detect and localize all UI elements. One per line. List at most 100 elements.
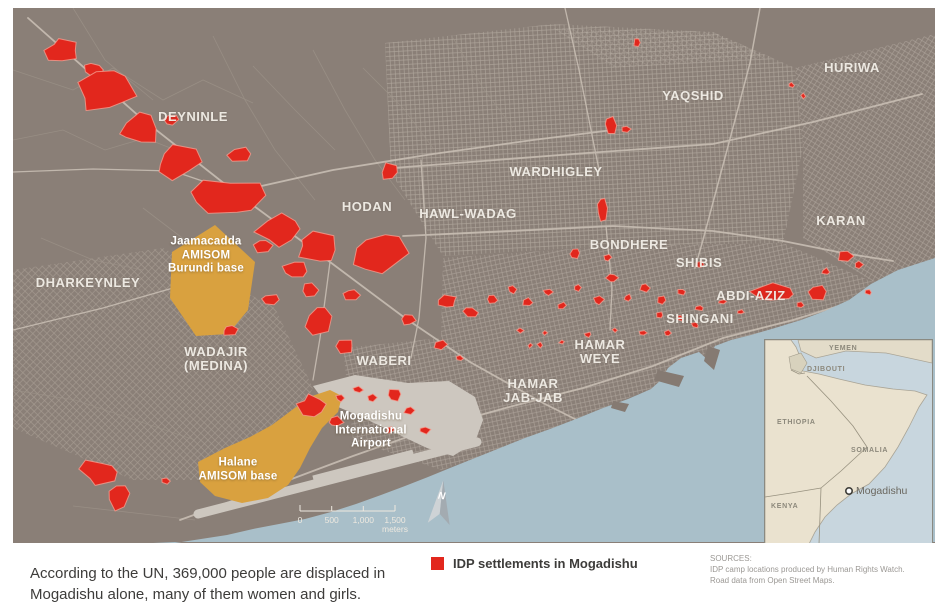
- legend-label: IDP settlements in Mogadishu: [453, 556, 638, 571]
- idp-settlement-polygon: [381, 162, 398, 180]
- idp-settlement-polygon: [864, 289, 872, 296]
- sources-note: SOURCES: IDP camp locations produced by …: [710, 553, 930, 587]
- idp-settlement-polygon: [592, 295, 606, 306]
- idp-settlement-polygon: [352, 234, 410, 275]
- inset-country-ethiopia: ETHIOPIA: [777, 419, 816, 426]
- inset-djibouti-land: [788, 352, 808, 374]
- idp-settlement-polygon: [542, 288, 555, 297]
- idp-settlement-polygon: [611, 327, 619, 334]
- district-label-hamar-weye: HAMAR WEYE: [574, 336, 626, 366]
- idp-settlement-polygon: [108, 485, 131, 512]
- major-road-layer: [13, 8, 923, 521]
- burundi-base-area: [170, 225, 255, 336]
- svg-text:1,000: 1,000: [353, 515, 375, 525]
- inset-country-yemen: YEMEN: [829, 345, 858, 352]
- idp-settlement-polygon: [621, 125, 633, 133]
- svg-text:1,500: 1,500: [384, 515, 406, 525]
- idp-settlement-polygon: [419, 426, 432, 435]
- idp-settlement-polygon: [569, 248, 581, 260]
- idp-settlement-polygon: [694, 305, 704, 312]
- idp-settlement-polygon: [352, 385, 365, 394]
- district-label-dharkeynley: DHARKEYNLEY: [35, 274, 141, 290]
- idp-settlement-polygon: [837, 250, 855, 262]
- idp-settlement-polygon: [583, 331, 592, 339]
- idp-settlement-polygon: [536, 341, 544, 349]
- idp-settlement-polygon: [77, 70, 138, 112]
- idp-settlement-polygon: [162, 114, 180, 126]
- idp-settlement-polygon: [796, 301, 805, 309]
- idp-settlement-polygon: [821, 266, 831, 275]
- idp-settlement-polygon: [717, 299, 728, 305]
- district-label-karan: KARAN: [816, 212, 866, 228]
- halane-base-label: Halane AMISOM base: [198, 456, 278, 482]
- idp-settlement-polygon: [78, 459, 118, 486]
- rural-road-layer: [13, 8, 514, 521]
- idp-settlement-polygon: [252, 212, 301, 248]
- svg-text:N: N: [437, 491, 446, 503]
- idp-settlement-polygon: [260, 294, 280, 306]
- district-label-deyninle: DEYNINLE: [158, 108, 228, 124]
- idp-settlement-polygon: [387, 388, 402, 402]
- inset-country-djibouti: DJIBOUTI: [807, 366, 846, 373]
- sources-line: Road data from Open Street Maps.: [710, 576, 835, 586]
- idp-settlement-polygon: [302, 282, 320, 298]
- idp-settlement-polygon: [557, 339, 566, 345]
- halane-base-area: [198, 390, 342, 503]
- district-label-hawl-wadag: HAWL-WADAG: [419, 205, 517, 221]
- idp-settlement-polygon: [223, 325, 239, 336]
- district-label-wadajir: WADAJIR (MEDINA): [184, 343, 248, 373]
- sources-line: IDP camp locations produced by Human Rig…: [710, 565, 905, 575]
- idp-settlement-polygon: [437, 294, 457, 308]
- idp-settlement-polygon: [604, 273, 620, 283]
- idp-settlement-polygon: [676, 314, 684, 322]
- idp-settlement-polygon: [574, 283, 583, 293]
- svg-text:meters: meters: [382, 524, 408, 534]
- inset-country-kenya: KENYA: [771, 503, 799, 510]
- district-label-hodan: HODAN: [341, 198, 393, 214]
- idp-settlement-polygon: [557, 301, 568, 310]
- idp-settlement-polygon: [807, 284, 827, 301]
- idp-settlement-polygon: [604, 115, 618, 134]
- inset-locator-map: YEMEN DJIBOUTI ETHIOPIA SOMALIA KENYA Mo…: [764, 339, 933, 543]
- idp-settlement-polygon: [695, 260, 705, 269]
- idp-settlement-polygon: [507, 285, 518, 295]
- burundi-base-label: Jaamacadda AMISOM Burundi base: [168, 235, 244, 275]
- idp-settlement-polygon: [403, 406, 416, 416]
- idp-settlement-polygon: [541, 329, 549, 336]
- idp-settlement-polygon: [788, 81, 796, 88]
- district-label-huriwa: HURIWA: [824, 59, 880, 75]
- district-label-wardhigley: WARDHIGLEY: [509, 163, 603, 179]
- idp-settlement-polygon: [455, 354, 465, 362]
- idp-settlement-swatch-icon: [431, 557, 444, 570]
- idp-settlement-polygon: [304, 307, 333, 336]
- pier-shapes: [611, 346, 720, 412]
- idp-settlement-polygon: [603, 253, 613, 262]
- idp-settlement-polygon: [633, 38, 641, 48]
- idp-settlement-polygon: [657, 295, 667, 305]
- district-label-shibis: SHIBIS: [675, 254, 723, 270]
- mogadishu-marker-icon: [845, 487, 854, 496]
- idp-settlement-polygon: [639, 283, 652, 293]
- idp-settlement-polygon: [486, 294, 499, 304]
- idp-settlement-polygon: [522, 296, 534, 307]
- caption-text: According to the UN, 369,000 people are …: [30, 565, 386, 603]
- idp-settlement-polygon: [800, 92, 807, 100]
- legend: IDP settlements in Mogadishu: [431, 556, 638, 571]
- idp-settlement-polygon: [328, 415, 345, 427]
- district-label-bondhere: BONDHERE: [589, 236, 669, 252]
- inset-borders: [764, 369, 868, 543]
- idp-settlement-polygon: [854, 260, 865, 270]
- district-label-waberi: WABERI: [356, 352, 412, 368]
- idp-settlement-polygon: [433, 339, 449, 351]
- idp-settlement-polygon: [190, 179, 267, 214]
- idp-settlement-polygon: [527, 342, 534, 350]
- inset-country-somalia: SOMALIA: [851, 447, 889, 454]
- idp-settlement-polygon: [226, 146, 252, 162]
- idp-settlement-polygon: [118, 111, 157, 143]
- idp-settlement-polygon: [677, 289, 687, 296]
- basemap-graphic: 0 500 1,000 1,500 meters N: [13, 8, 935, 543]
- idp-settlement-polygon: [748, 282, 794, 301]
- idp-settlement-polygon: [281, 261, 308, 278]
- idp-settlement-polygon: [663, 329, 673, 337]
